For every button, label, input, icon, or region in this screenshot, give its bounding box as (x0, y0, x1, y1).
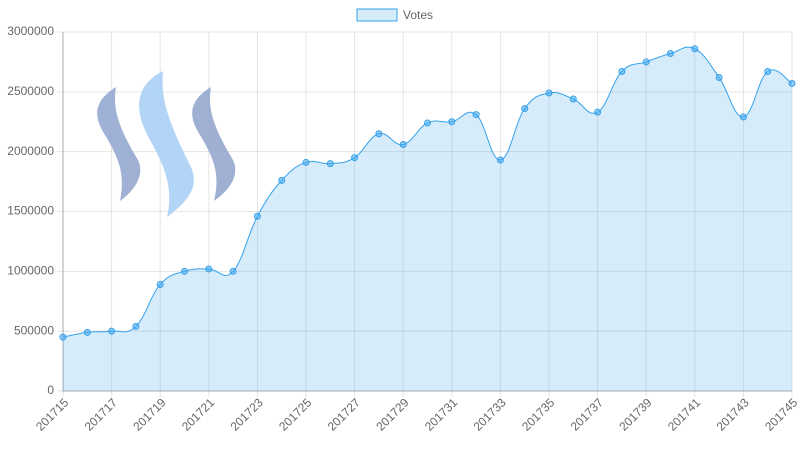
point (351, 154, 359, 162)
x-tick-label: 201719 (130, 395, 168, 433)
point (739, 113, 747, 121)
point (229, 267, 237, 275)
point (472, 111, 480, 119)
x-tick-label: 201725 (276, 395, 314, 433)
x-tick-label: 201727 (325, 395, 363, 433)
point (642, 58, 650, 66)
point (302, 158, 310, 166)
steem-logo (97, 71, 236, 217)
point (399, 140, 407, 148)
point (83, 328, 91, 336)
x-tick-label: 201731 (422, 395, 460, 433)
x-tick-label: 201737 (568, 395, 606, 433)
x-tick-label: 201715 (33, 395, 71, 433)
y-tick-label: 500000 (14, 323, 54, 337)
point (156, 280, 164, 288)
point (181, 267, 188, 275)
y-tick-label: 1500000 (7, 204, 54, 218)
y-tick-label: 0 (47, 383, 54, 397)
y-tick-label: 1000000 (7, 264, 54, 278)
point (326, 160, 334, 168)
logo-stroke (97, 87, 141, 201)
point (132, 322, 140, 330)
logo-stroke (139, 71, 194, 217)
logo-stroke (192, 87, 236, 201)
point (448, 118, 456, 126)
x-tick-label: 201721 (179, 395, 217, 433)
point (594, 108, 602, 116)
x-tick-label: 201723 (228, 395, 266, 433)
point (788, 79, 796, 87)
area (63, 47, 792, 391)
x-tick-label: 201745 (762, 395, 800, 433)
y-tick-label: 2500000 (7, 84, 54, 98)
point (691, 45, 699, 53)
x-tick-label: 201733 (471, 395, 509, 433)
point (375, 130, 383, 138)
y-tick-label: 3000000 (7, 24, 54, 38)
point (715, 73, 723, 81)
point (569, 95, 577, 103)
x-tick-label: 201741 (665, 395, 703, 433)
x-tick-label: 201729 (373, 395, 411, 433)
x-tick-label: 201743 (714, 395, 752, 433)
x-tick-label: 201735 (519, 395, 557, 433)
x-tick-label: 201717 (82, 395, 120, 433)
point (205, 265, 213, 273)
legend-label: Votes (403, 8, 433, 22)
point (253, 212, 261, 220)
point (764, 67, 772, 75)
legend-swatch (356, 8, 398, 22)
x-tick-label: 201739 (616, 395, 654, 433)
point (108, 327, 116, 335)
point (545, 89, 553, 97)
point (59, 333, 67, 341)
point (278, 176, 286, 184)
point (618, 67, 626, 75)
point (496, 156, 504, 164)
y-tick-label: 2000000 (7, 144, 54, 158)
point (521, 105, 529, 113)
point (424, 119, 431, 127)
point (667, 50, 674, 58)
